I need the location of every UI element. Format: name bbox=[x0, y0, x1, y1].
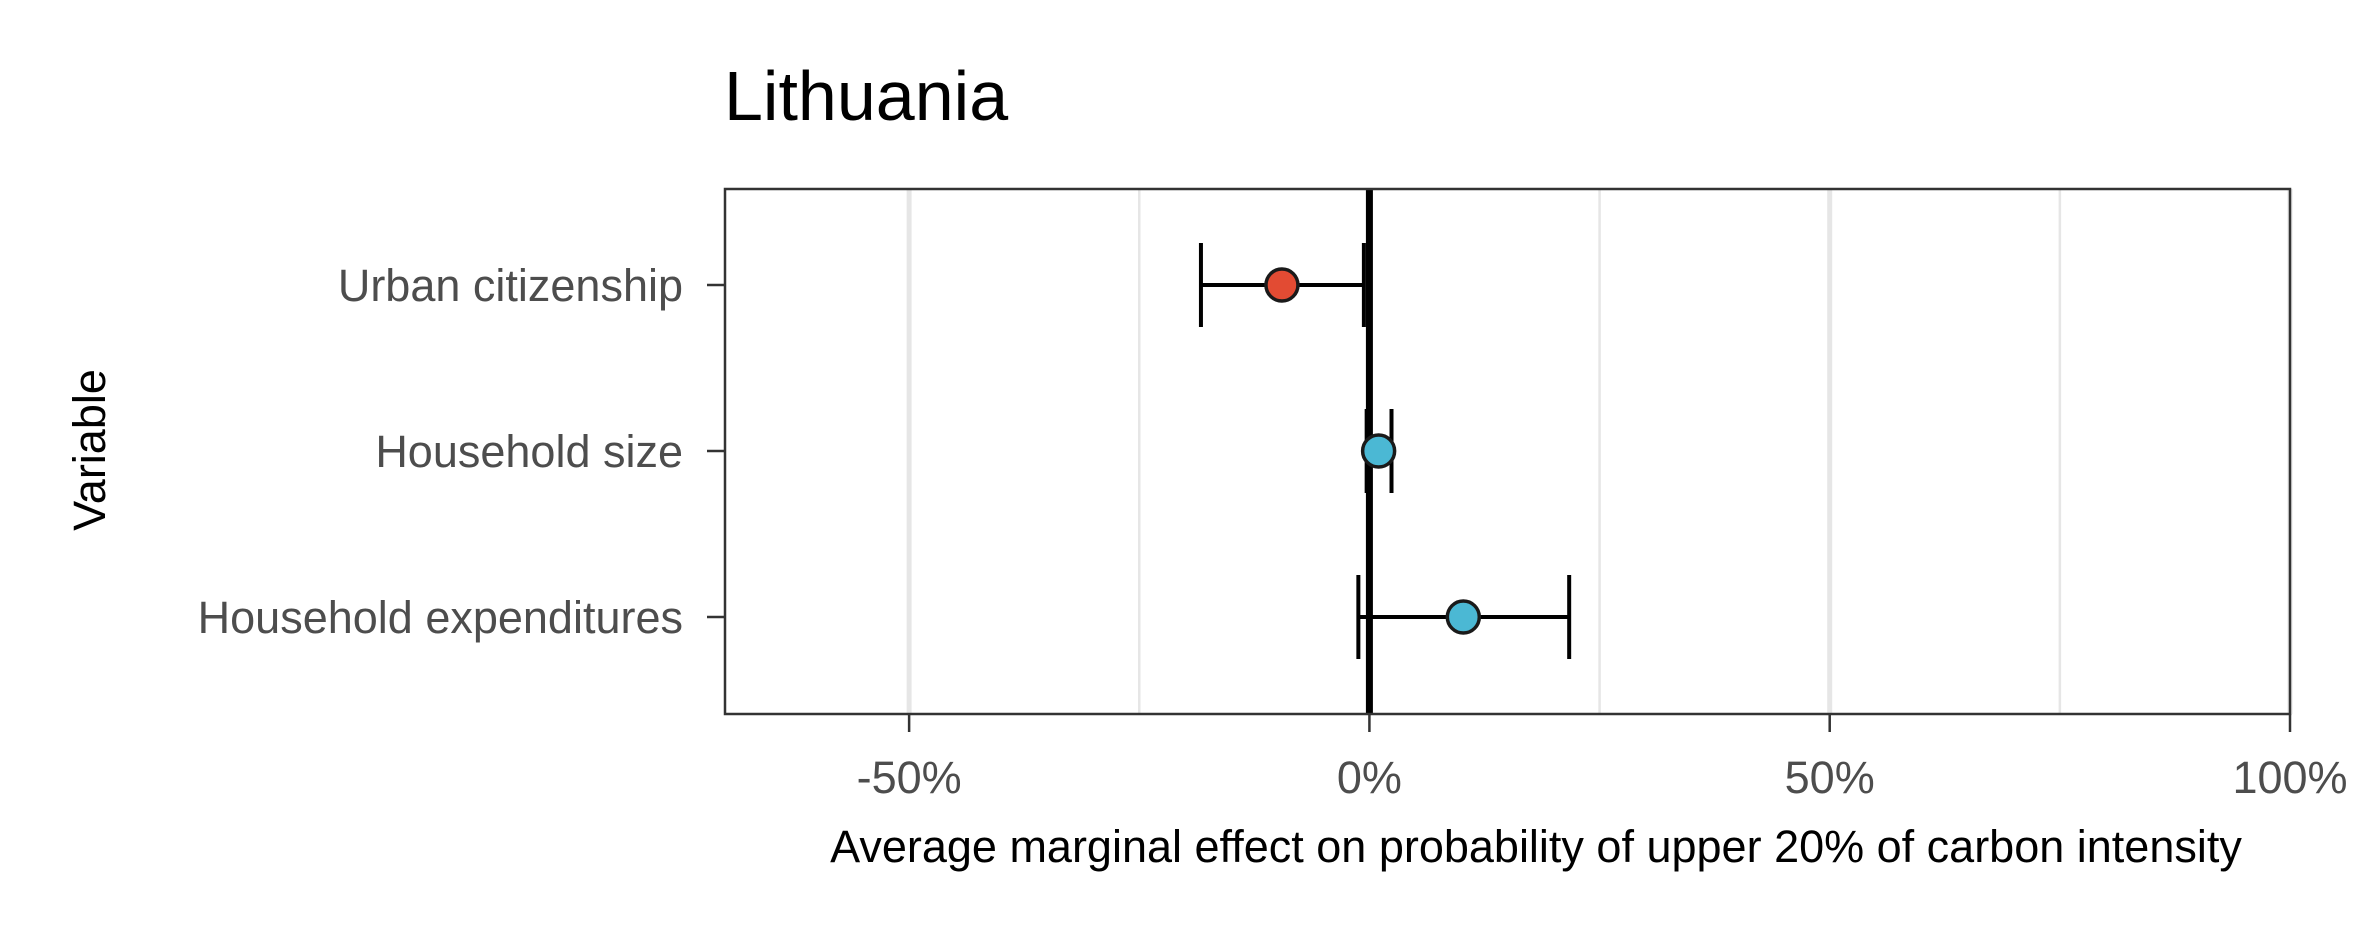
x-tick-label: 50% bbox=[1785, 752, 1875, 803]
point-group bbox=[1356, 575, 1572, 659]
point-group bbox=[1360, 409, 1397, 493]
y-axis-title: Variable bbox=[64, 369, 115, 531]
y-tick-label: Household size bbox=[375, 426, 683, 477]
point-group bbox=[1198, 243, 1366, 327]
estimate-point bbox=[1360, 433, 1397, 469]
x-axis-title: Average marginal effect on probability o… bbox=[830, 821, 2242, 872]
y-axis: Urban citizenship Household size Household… bbox=[198, 260, 725, 643]
y-tick-label: Household expenditures bbox=[198, 592, 683, 643]
plot-panel-border bbox=[723, 187, 2292, 716]
chart-title: Lithuania bbox=[724, 57, 1008, 135]
x-tick-label: 0% bbox=[1337, 752, 1402, 803]
data-points bbox=[1198, 243, 1572, 659]
grid-lines bbox=[906, 189, 2293, 714]
x-axis: -50% 0% 50% 100% bbox=[857, 714, 2348, 803]
y-tick-label: Urban citizenship bbox=[338, 260, 683, 311]
estimate-point bbox=[1445, 599, 1482, 635]
x-tick-label: -50% bbox=[857, 752, 962, 803]
x-tick-label: 100% bbox=[2232, 752, 2347, 803]
estimate-point bbox=[1264, 267, 1300, 303]
